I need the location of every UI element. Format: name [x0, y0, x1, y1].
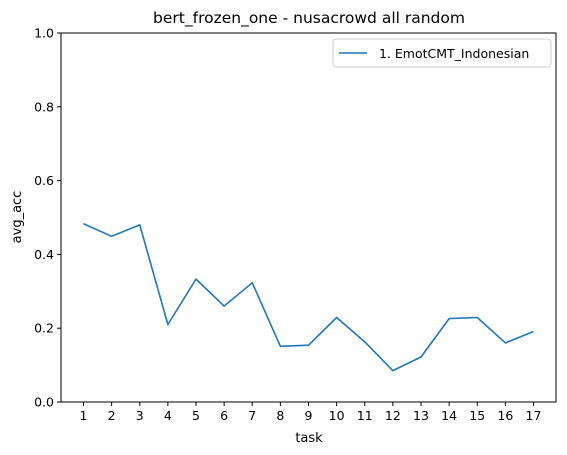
x-tick-label: 15	[469, 408, 485, 423]
y-tick-label: 0.0	[34, 395, 54, 410]
y-axis-label: avg_acc	[10, 191, 25, 244]
x-tick-label: 17	[526, 408, 542, 423]
x-tick-label: 8	[276, 408, 284, 423]
y-tick-label: 0.2	[34, 321, 54, 336]
y-tick-label: 0.4	[34, 247, 54, 262]
x-tick-label: 5	[192, 408, 200, 423]
x-tick-label: 9	[305, 408, 313, 423]
x-tick-label: 7	[248, 408, 256, 423]
series-layer	[83, 223, 534, 372]
x-axis-label: task	[295, 431, 323, 446]
x-tick-label: 6	[220, 408, 228, 423]
x-tick-label: 3	[136, 408, 144, 423]
chart-title: bert_frozen_one - nusacrowd all random	[153, 9, 465, 28]
x-axis: 1 2 3 4 5 6 7 8 9 10 11 12 13 14 15 16 17	[80, 402, 542, 423]
x-tick-label: 2	[108, 408, 116, 423]
x-tick-label: 13	[413, 408, 429, 423]
x-tick-label: 16	[497, 408, 513, 423]
legend: 1. EmotCMT_Indonesian	[332, 38, 552, 68]
legend-box	[332, 38, 552, 68]
y-tick-label: 1.0	[34, 26, 54, 41]
x-tick-label: 4	[164, 408, 172, 423]
x-tick-label: 10	[329, 408, 345, 423]
legend-label: 1. EmotCMT_Indonesian	[379, 46, 529, 61]
x-tick-label: 14	[441, 408, 457, 423]
y-tick-label: 0.8	[34, 99, 54, 114]
x-tick-label: 11	[357, 408, 373, 423]
x-tick-label: 1	[80, 408, 88, 423]
x-tick-label: 12	[385, 408, 401, 423]
y-axis: 0.0 0.2 0.4 0.6 0.8 1.0	[34, 26, 61, 410]
y-tick-label: 0.6	[34, 173, 54, 188]
